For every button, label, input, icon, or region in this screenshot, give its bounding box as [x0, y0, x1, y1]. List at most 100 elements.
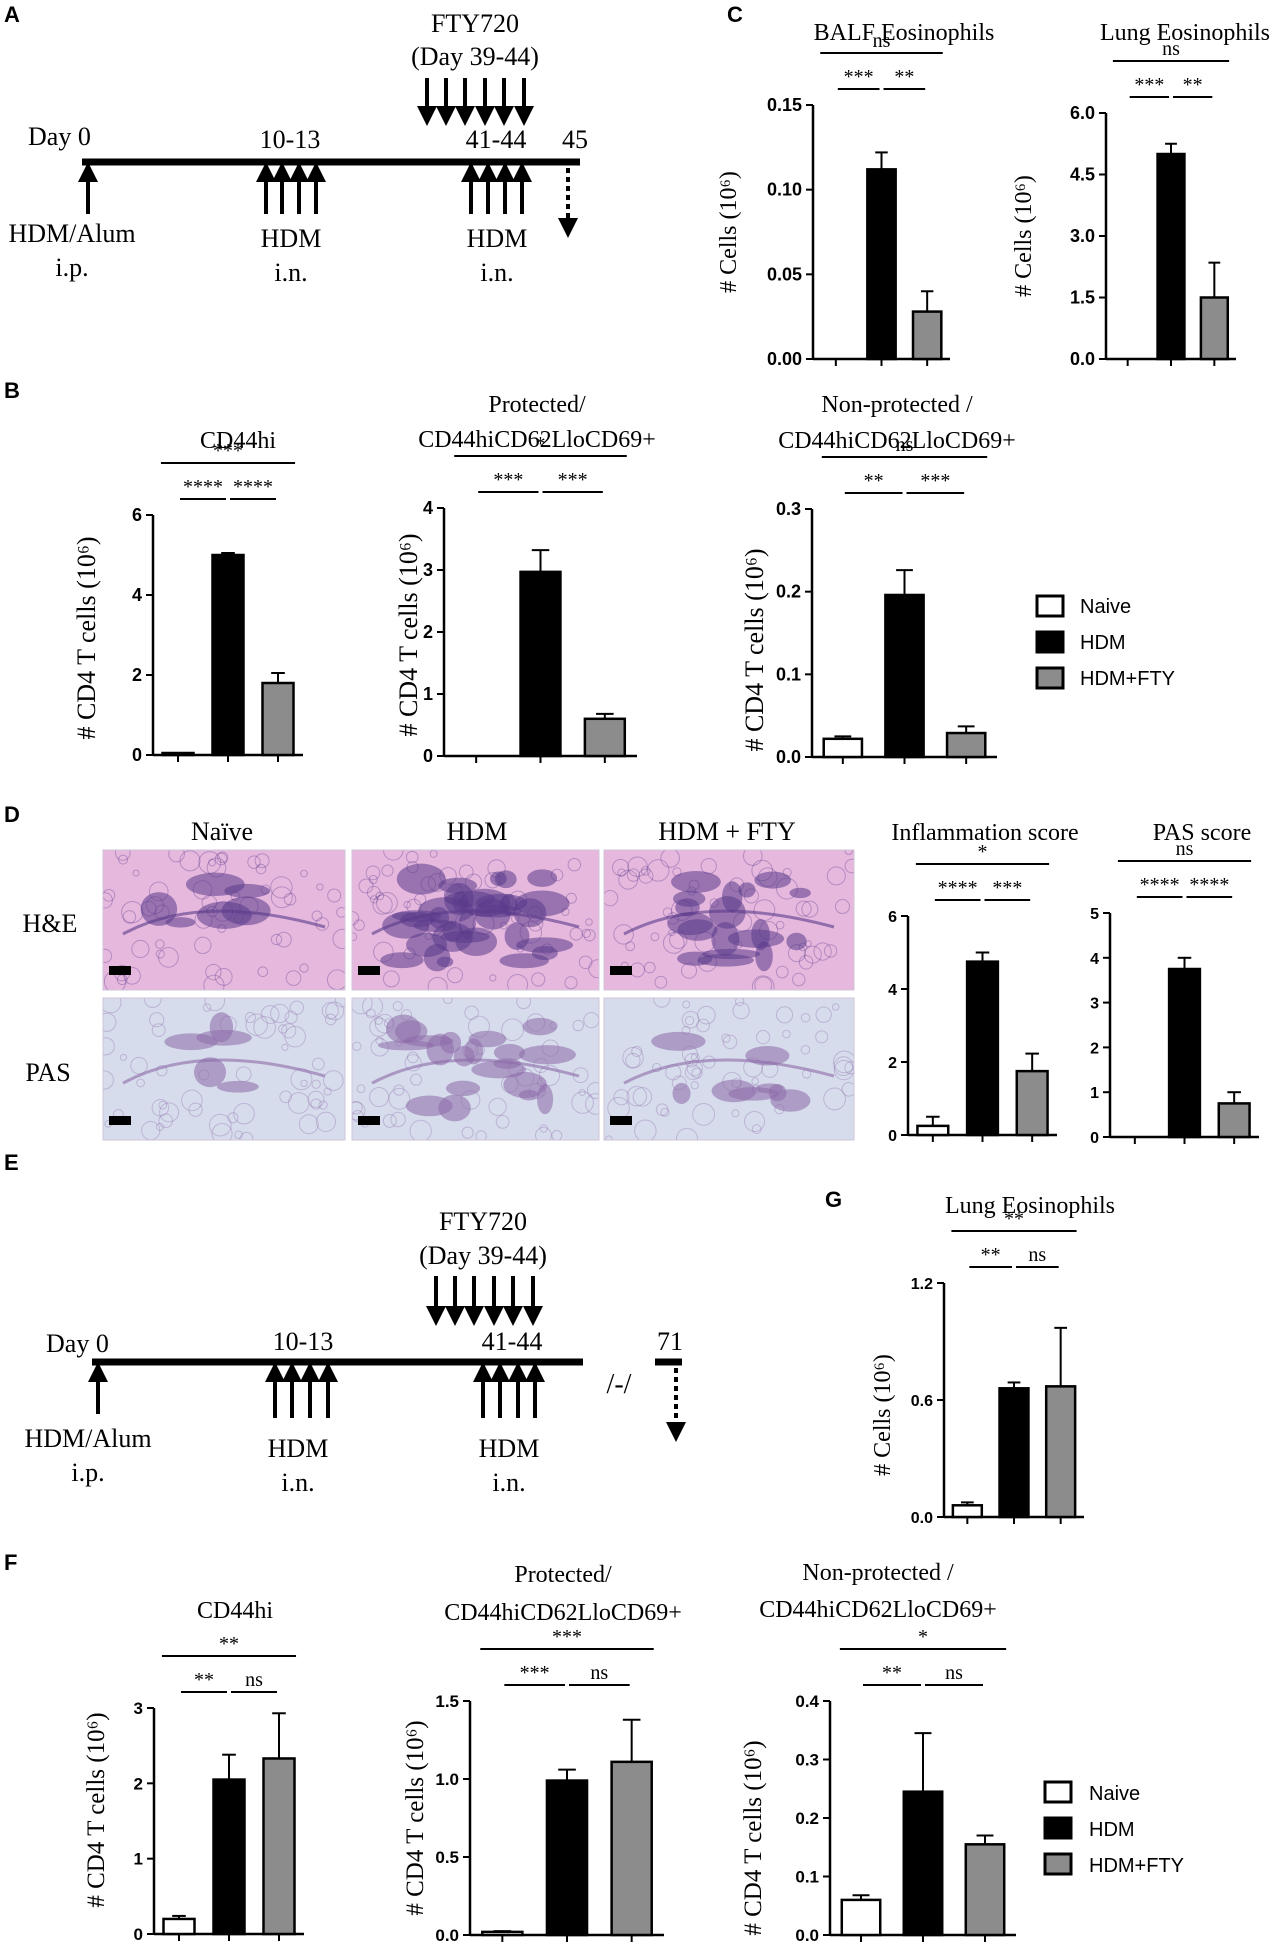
histology-column-hdm-fty: HDM + FTY [658, 817, 796, 846]
bar-hdm-fty [1015, 1069, 1049, 1137]
y-tick-label: 2 [423, 622, 433, 642]
significance-label: ** [1183, 74, 1203, 96]
significance-label: ** [894, 66, 914, 88]
chart-title: Protected/ [488, 392, 586, 418]
sensitization-route: i.p. [71, 1458, 104, 1487]
panel-letter-b: B [4, 378, 20, 403]
y-tick-label: 4 [423, 498, 433, 518]
y-tick-label: 0.10 [767, 180, 802, 200]
bar-naive [951, 1504, 984, 1519]
significance-label: **** [1189, 874, 1229, 896]
drug-arrows [417, 78, 534, 126]
y-tick-label: 4 [888, 982, 897, 999]
scale-bar [358, 966, 380, 975]
timeline-day-10-13: 10-13 [260, 125, 321, 154]
bar-hdm [866, 168, 897, 361]
y-tick-label: 1.2 [911, 1276, 933, 1293]
chart-title: Inflammation score [891, 820, 1078, 846]
y-tick-label: 0 [132, 745, 142, 765]
chart-g1: Lung Eosinophils # Cells (10⁶) 0.0 0.6 1.2 **… [870, 1193, 1115, 1527]
significance-label: ** [1004, 1208, 1024, 1230]
bar-hdm [211, 553, 245, 757]
micrograph-pas-naive [102, 997, 346, 1141]
bar-hdm-fty [610, 1760, 653, 1937]
chart-f2: Protected/CD44hiCD62LloCD69+ # CD4 T cell… [402, 1562, 682, 1945]
challenge-arrows [88, 1362, 545, 1418]
chart-title: Non-protected / [802, 1560, 954, 1586]
challenge-arrows [78, 162, 532, 214]
bar-naive [161, 751, 195, 757]
timeline-a: FTY720 (Day 39-44) Day 0 10-13 41-44 45 … [8, 9, 588, 287]
timeline-day-41-44: 41-44 [466, 125, 527, 154]
y-tick-label: 0.1 [795, 1868, 819, 1887]
histology-column-hdm: HDM [447, 817, 508, 846]
scale-bar [109, 1116, 131, 1125]
y-tick-label: 0.4 [795, 1692, 819, 1711]
legend-label-naive: Naive [1089, 1783, 1140, 1805]
significance-label: **** [183, 476, 223, 498]
chart-b3: Non-protected / CD44hiCD62LloCD69+ # CD4 T… [740, 392, 1016, 767]
legend-b: Naive HDM HDM+FTY [1035, 594, 1175, 690]
significance-label: ** [981, 1244, 1001, 1266]
challenge2-route: i.n. [492, 1468, 525, 1497]
legend-swatch-hdm [1043, 1816, 1073, 1840]
y-tick-label: 2 [888, 1055, 897, 1072]
y-tick-label: 0.15 [767, 95, 802, 115]
y-axis-label: # CD4 T cells (10⁶) [740, 548, 769, 751]
histology-row-pas: PAS [25, 1058, 70, 1087]
challenge1-label: HDM [261, 224, 322, 253]
legend-label-hdm-fty: HDM+FTY [1080, 668, 1175, 690]
bar-hdm-fty [964, 1843, 1006, 1937]
y-tick-label: 4.5 [1070, 165, 1095, 185]
y-tick-label: 5 [1090, 906, 1099, 923]
y-tick-label: 0 [423, 746, 433, 766]
timeline-drug-days: (Day 39-44) [419, 1241, 547, 1270]
bar-hdm-fty [261, 681, 295, 757]
timeline-day-10-13: 10-13 [273, 1327, 334, 1356]
legend-swatch-hdm-fty [1043, 1852, 1073, 1876]
bar-hdm [1156, 152, 1186, 361]
bar-hdm [212, 1778, 246, 1936]
y-tick-label: 1.5 [435, 1692, 459, 1711]
chart-d2: PAS score 0 1 2 3 4 5 **** **** ns [1090, 820, 1259, 1147]
significance-label: ns [245, 1669, 263, 1691]
bar-hdm-fty [1199, 296, 1230, 361]
chart-c2: Lung Eosinophils # Cells (10⁶) 0.0 1.5 3.0 4.… [1011, 20, 1270, 369]
bar-hdm-fty [911, 310, 943, 361]
panel-letter-e: E [4, 1150, 19, 1175]
y-tick-label: 0.0 [1070, 349, 1095, 369]
challenge2-label: HDM [479, 1434, 540, 1463]
bar-naive [162, 1917, 196, 1936]
y-tick-label: 2 [134, 1774, 143, 1793]
drug-arrows [426, 1276, 543, 1326]
y-tick-label: 3.0 [1070, 226, 1095, 246]
bar-naive [822, 737, 864, 759]
bar-hdm [519, 570, 562, 758]
bar-hdm [965, 960, 1000, 1137]
timeline-day-end: 71 [657, 1327, 683, 1356]
bar-hdm-fty [583, 717, 627, 758]
significance-label: *** [552, 1626, 582, 1648]
y-tick-label: 6 [132, 505, 142, 525]
y-tick-label: 1.5 [1070, 288, 1095, 308]
legend-swatch-naive [1043, 1780, 1073, 1804]
y-tick-label: 0.00 [767, 349, 802, 369]
panel-letter-d: D [4, 802, 20, 827]
panel-letter-f: F [4, 1550, 17, 1575]
timeline-drug-label: FTY720 [431, 9, 519, 38]
significance-label: ns [1028, 1244, 1046, 1266]
significance-label: * [978, 841, 988, 863]
significance-label: ** [882, 1662, 902, 1684]
significance-label: *** [558, 469, 588, 491]
y-axis-label: # CD4 T cells (10⁶) [402, 1720, 429, 1915]
challenge2-label: HDM [467, 224, 528, 253]
challenge1-route: i.n. [281, 1468, 314, 1497]
micrograph-pas-hdm [351, 997, 600, 1141]
sensitization-label: HDM/Alum [8, 219, 135, 248]
y-axis-label: # CD4 T cells (10⁶) [394, 533, 423, 736]
y-tick-label: 6.0 [1070, 103, 1095, 123]
significance-label: * [918, 1626, 928, 1648]
